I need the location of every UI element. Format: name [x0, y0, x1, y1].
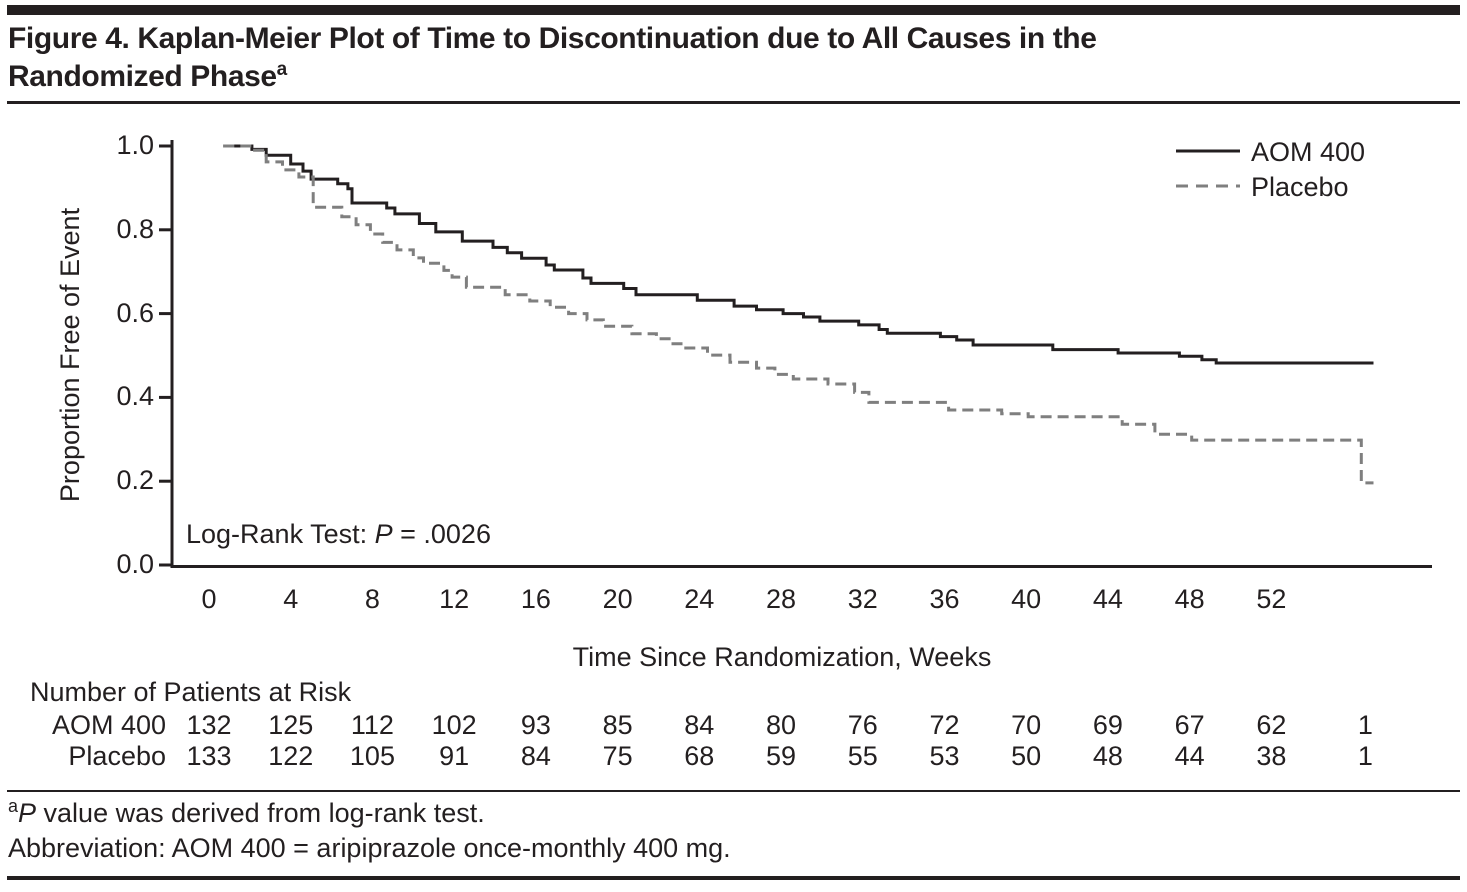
x-tick-label: 52 — [1256, 584, 1287, 614]
at-risk-count: 84 — [520, 741, 551, 771]
legend-label-placebo: Placebo — [1251, 172, 1349, 202]
x-tick-label: 0 — [201, 584, 217, 614]
at-risk-count: 112 — [350, 710, 394, 740]
at-risk-count: 76 — [847, 710, 878, 740]
at-risk-count: 55 — [847, 741, 878, 771]
x-tick-label: 36 — [929, 584, 960, 614]
at-risk-count: 48 — [1092, 741, 1123, 771]
at-risk-count: 122 — [268, 741, 314, 771]
at-risk-header: Number of Patients at Risk — [30, 677, 352, 707]
at-risk-count: 53 — [929, 741, 960, 771]
logrank-value: = .0026 — [392, 519, 491, 549]
logrank-prefix: Log-Rank Test: — [186, 519, 375, 549]
at-risk-count: 68 — [684, 741, 715, 771]
at-risk-count: 50 — [1011, 741, 1042, 771]
at-risk-count: 75 — [602, 741, 633, 771]
x-tick-label: 44 — [1092, 584, 1123, 614]
footnote-abbreviation: Abbreviation: AOM 400 = aripiprazole onc… — [8, 833, 731, 863]
at-risk-row-label: Placebo — [68, 741, 166, 771]
figure-title: Figure 4. Kaplan-Meier Plot of Time to D… — [8, 20, 1448, 96]
at-risk-count: 62 — [1256, 710, 1287, 740]
x-tick-label: 20 — [602, 584, 633, 614]
at-risk-count: 125 — [268, 710, 314, 740]
x-tick-label: 12 — [439, 584, 470, 614]
at-risk-count: 105 — [349, 741, 395, 771]
at-risk-count: 1 — [1357, 741, 1373, 771]
y-tick-label: 0.8 — [116, 213, 154, 244]
at-risk-count: 38 — [1256, 741, 1287, 771]
logrank-annotation: Log-Rank Test: P = .0026 — [186, 519, 491, 550]
at-risk-count: 69 — [1092, 710, 1123, 740]
at-risk-count: 102 — [431, 710, 477, 740]
logrank-p-symbol: P — [374, 519, 393, 549]
y-tick-label: 0.4 — [116, 381, 154, 412]
bottom-rule — [7, 876, 1460, 880]
km-curve-placebo — [223, 144, 1374, 485]
x-axis-title: Time Since Randomization, Weeks — [572, 642, 992, 672]
figure-title-line2: Randomized Phase — [8, 60, 277, 94]
at-risk-count: 93 — [520, 710, 551, 740]
x-tick-label: 28 — [766, 584, 797, 614]
footnote-pvalue: aP value was derived from log-rank test. — [8, 796, 485, 829]
footnote-text: value was derived from log-rank test. — [36, 798, 485, 828]
x-tick-label: 8 — [364, 584, 380, 614]
at-risk-count: 133 — [186, 741, 232, 771]
at-risk-count: 85 — [602, 710, 633, 740]
at-risk-count: 91 — [439, 741, 470, 771]
y-tick-label: 1.0 — [116, 130, 154, 160]
at-risk-count: 80 — [766, 710, 797, 740]
at-risk-count: 84 — [684, 710, 715, 740]
legend-label-aom400: AOM 400 — [1251, 137, 1366, 167]
y-tick-label: 0.6 — [116, 297, 154, 328]
at-risk-count: 44 — [1174, 741, 1205, 771]
x-tick-label: 16 — [520, 584, 551, 614]
x-tick-label: 48 — [1174, 584, 1205, 614]
y-axis-title: Proportion Free of Event — [55, 207, 85, 503]
x-tick-label: 32 — [847, 584, 878, 614]
figure-title-superscript: a — [276, 59, 288, 81]
at-risk-count: 132 — [186, 710, 232, 740]
figure-title-line1: Figure 4. Kaplan-Meier Plot of Time to D… — [8, 22, 1097, 55]
x-tick-label: 24 — [684, 584, 715, 614]
title-divider-rule — [7, 101, 1460, 104]
footnote-superscript: a — [8, 796, 19, 816]
at-risk-count: 1 — [1357, 710, 1373, 740]
at-risk-count: 72 — [929, 710, 960, 740]
at-risk-row-label: AOM 400 — [51, 710, 166, 740]
footnote-p-symbol: P — [18, 798, 37, 828]
at-risk-count: 59 — [766, 741, 797, 771]
km-curve-aom-400 — [223, 144, 1374, 365]
x-tick-label: 4 — [283, 584, 299, 614]
top-rule — [7, 5, 1460, 15]
at-risk-count: 67 — [1174, 710, 1205, 740]
x-tick-label: 40 — [1011, 584, 1042, 614]
y-tick-label: 0.2 — [116, 465, 154, 496]
footnote-divider-rule — [7, 790, 1460, 792]
at-risk-count: 70 — [1011, 710, 1042, 740]
y-tick-label: 0.0 — [116, 549, 154, 579]
